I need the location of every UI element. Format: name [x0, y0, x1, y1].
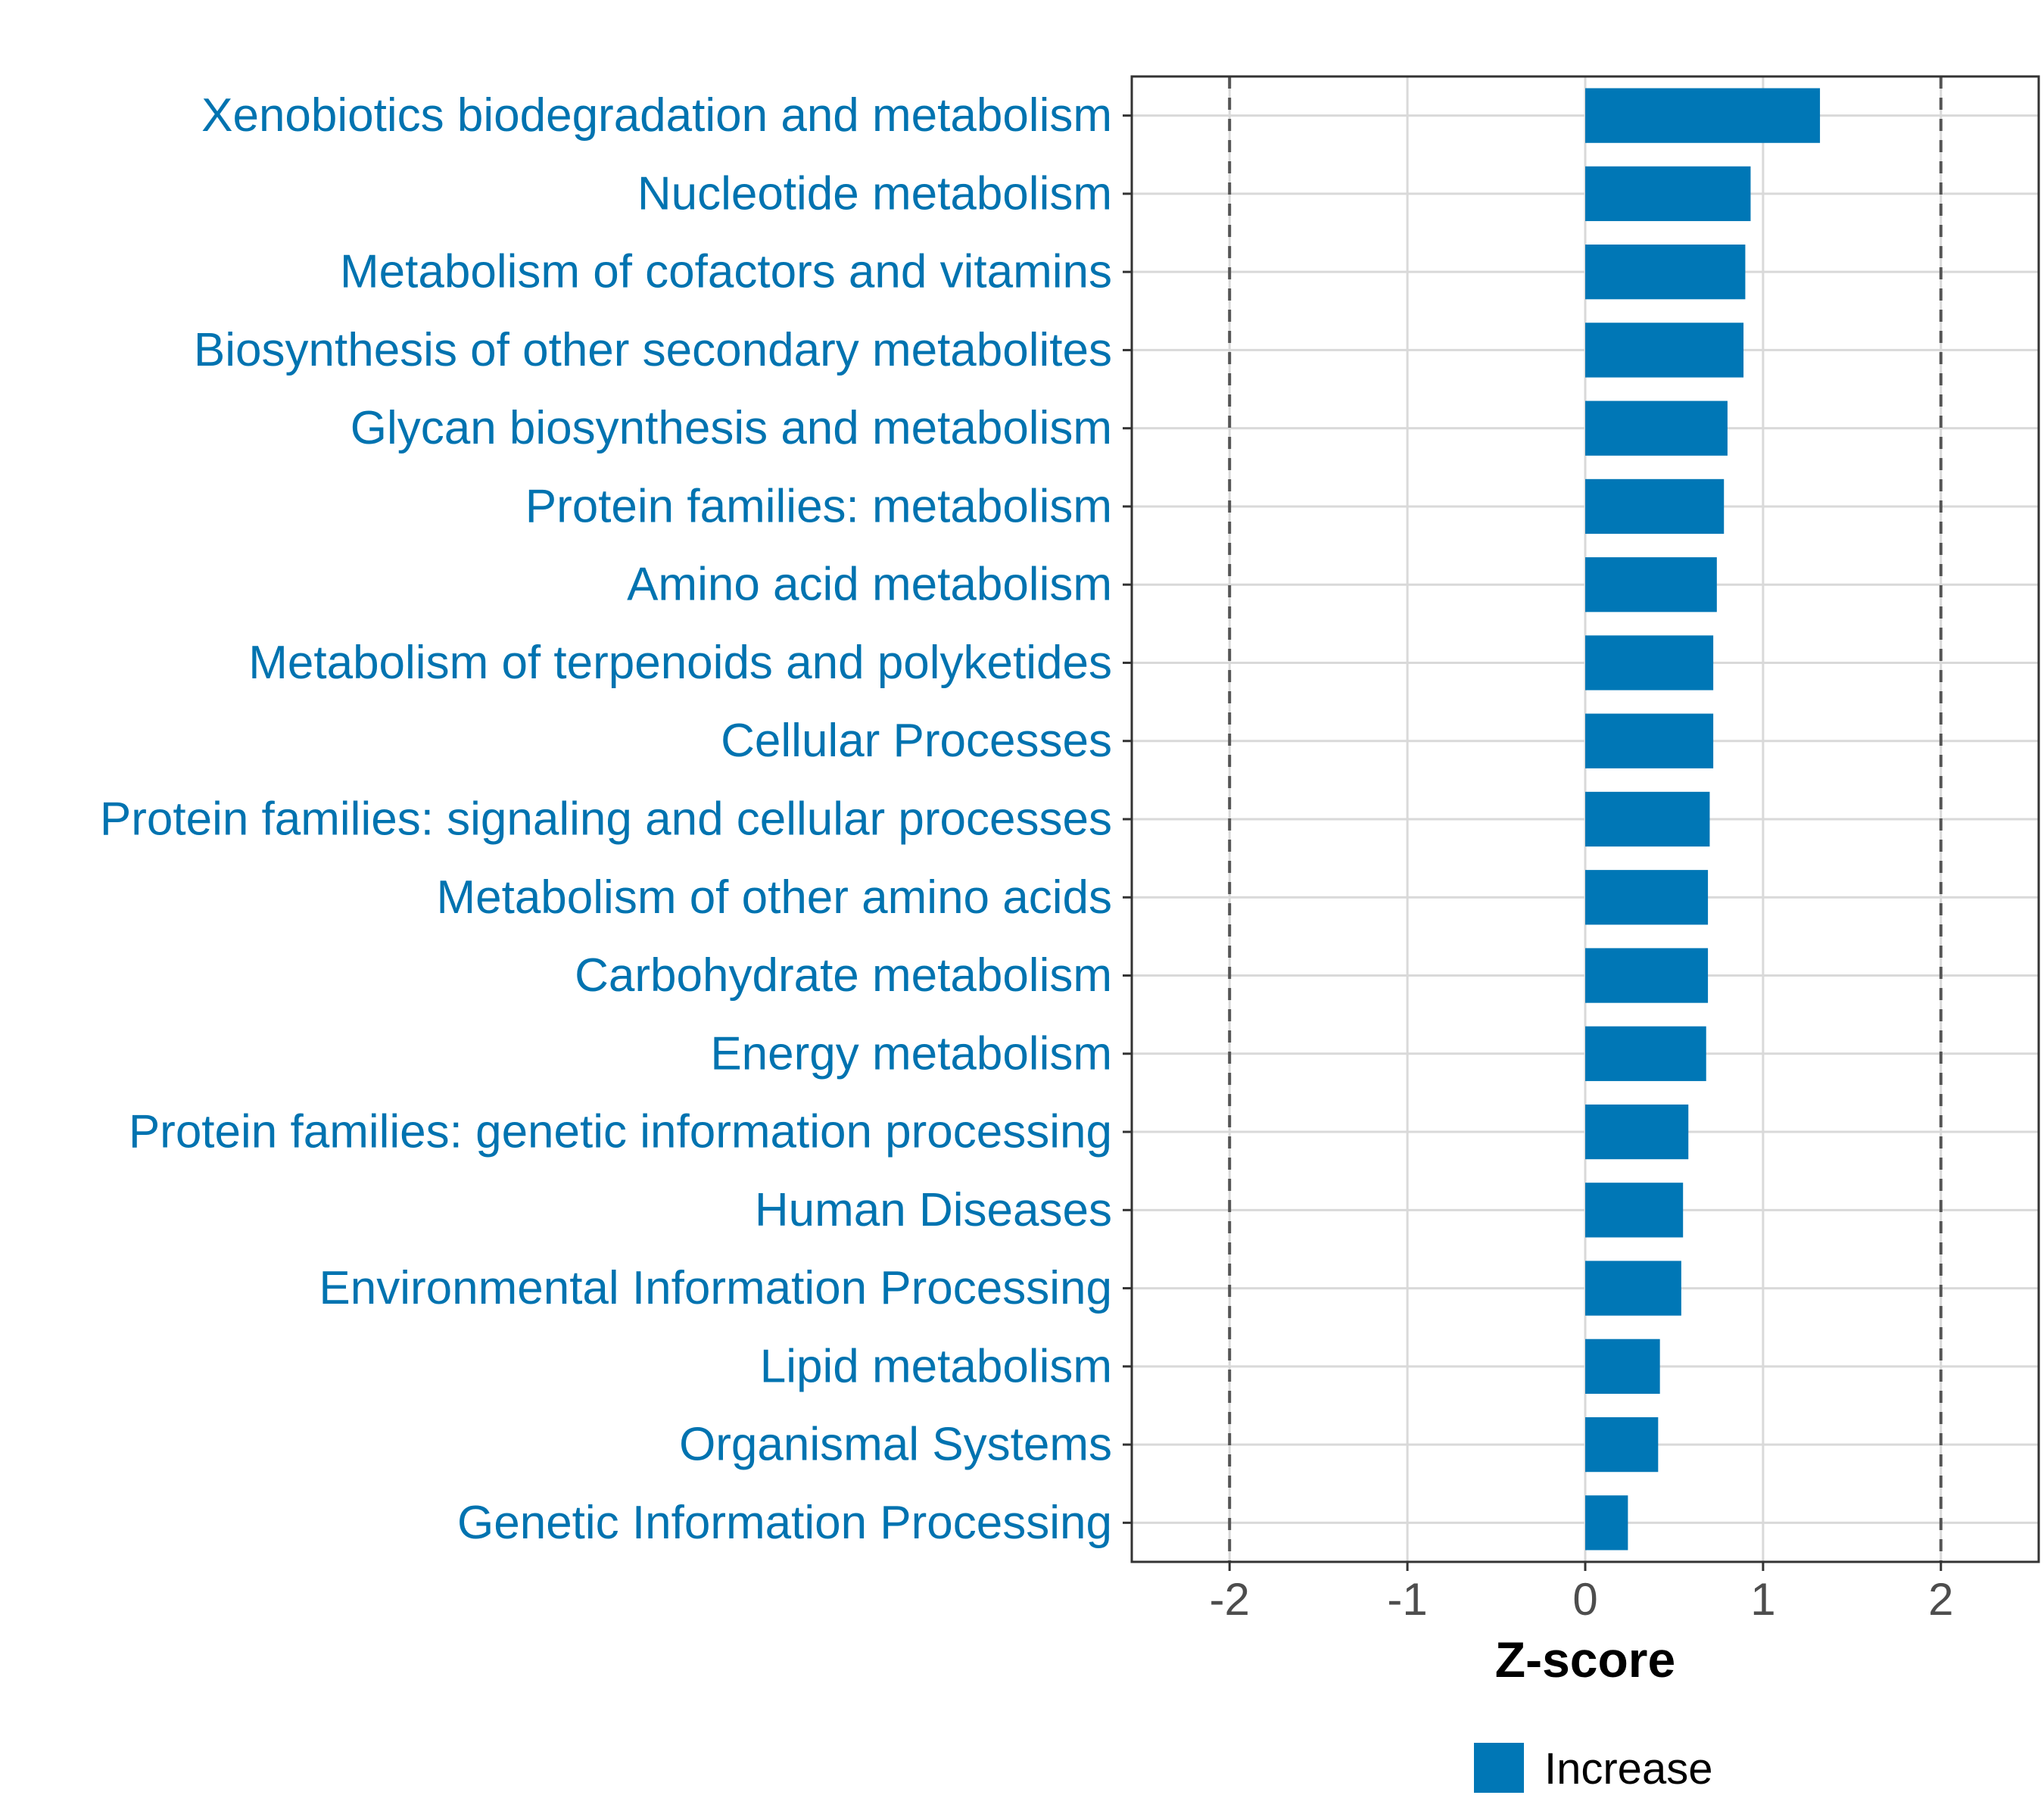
bar-8 [1585, 713, 1714, 768]
category-label-12: Energy metabolism [710, 1027, 1112, 1080]
bar-15 [1585, 1261, 1681, 1316]
reference-lines [1228, 76, 1943, 1562]
bar-4 [1585, 400, 1728, 456]
x-tick-label-0: -2 [1210, 1574, 1250, 1625]
category-label-3: Biosynthesis of other secondary metaboli… [194, 324, 1112, 376]
bar-11 [1585, 948, 1709, 1003]
bar-5 [1585, 478, 1725, 535]
bar-18 [1585, 1495, 1628, 1551]
bar-1 [1585, 166, 1751, 222]
bar-17 [1585, 1417, 1659, 1473]
category-label-10: Metabolism of other amino acids [436, 871, 1112, 924]
bar-14 [1585, 1183, 1684, 1238]
x-tick-label-2: 0 [1572, 1574, 1597, 1625]
bar-10 [1585, 870, 1709, 925]
bar-9 [1585, 791, 1710, 847]
category-label-11: Carbohydrate metabolism [575, 949, 1112, 1002]
x-axis-ticks: -2 -1 0 1 2 [1210, 1562, 1953, 1625]
bars [1585, 88, 1821, 1551]
x-tick-label-4: 2 [1928, 1574, 1953, 1625]
bar-16 [1585, 1339, 1660, 1394]
bar-2 [1585, 245, 1746, 300]
category-label-14: Human Diseases [755, 1184, 1112, 1236]
category-label-16: Lipid metabolism [760, 1340, 1112, 1392]
bar-7 [1585, 635, 1714, 690]
category-label-8: Cellular Processes [721, 715, 1112, 767]
x-tick-label-3: 1 [1750, 1574, 1775, 1625]
x-axis-title: Z-score [1495, 1632, 1675, 1688]
category-label-2: Metabolism of cofactors and vitamins [340, 246, 1112, 298]
category-labels: Xenobiotics biodegradation and metabolis… [100, 89, 1132, 1549]
category-label-15: Environmental Information Processing [319, 1262, 1112, 1314]
category-label-4: Glycan biosynthesis and metabolism [351, 402, 1112, 454]
x-tick-label-1: -1 [1387, 1574, 1427, 1625]
category-label-1: Nucleotide metabolism [637, 167, 1112, 220]
bar-3 [1585, 323, 1744, 378]
category-label-18: Genetic Information Processing [457, 1497, 1112, 1549]
category-label-7: Metabolism of terpenoids and polyketides [248, 637, 1112, 689]
legend: Increase [1474, 1743, 1712, 1794]
bar-6 [1585, 557, 1717, 612]
bar-13 [1585, 1104, 1689, 1160]
legend-key-increase [1474, 1743, 1524, 1793]
category-label-5: Protein families: metabolism [525, 480, 1112, 532]
category-label-13: Protein families: genetic information pr… [129, 1106, 1112, 1158]
category-label-9: Protein families: signaling and cellular… [100, 793, 1112, 846]
category-label-0: Xenobiotics biodegradation and metabolis… [201, 89, 1112, 142]
bar-12 [1585, 1026, 1706, 1081]
legend-label-increase: Increase [1544, 1744, 1712, 1794]
bar-0 [1585, 88, 1821, 143]
category-label-6: Amino acid metabolism [627, 559, 1112, 611]
category-label-17: Organismal Systems [679, 1419, 1112, 1471]
